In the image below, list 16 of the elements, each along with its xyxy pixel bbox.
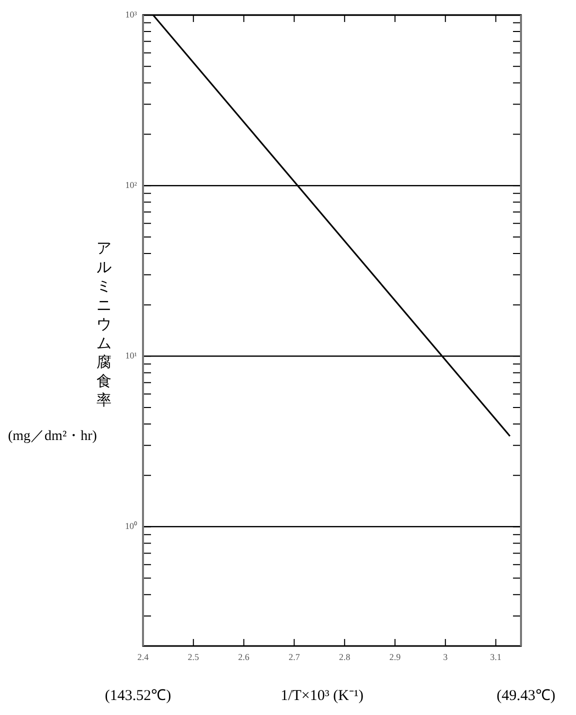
x-tick-label: 2.5 bbox=[188, 652, 200, 662]
y-tick-label: 10⁰ bbox=[125, 521, 137, 532]
x-tick-label: 2.7 bbox=[288, 652, 300, 662]
x-tick-label: 3.1 bbox=[490, 652, 502, 662]
x-tick-label: 2.8 bbox=[338, 652, 351, 662]
text: (49.43℃) bbox=[496, 688, 556, 704]
x-axis-title: 1/T×10³ (K⁻¹) bbox=[280, 688, 364, 704]
y-tick-label: 10³ bbox=[125, 9, 138, 20]
y-tick-label: 10² bbox=[125, 180, 138, 190]
x-tick-label: 2.9 bbox=[389, 652, 402, 662]
text: アルミニウム腐食率(mg／dm²・hr) bbox=[8, 241, 112, 444]
x-tick-label: 3 bbox=[443, 652, 448, 662]
x-tick-label: 2.6 bbox=[238, 652, 250, 662]
x-tick-label: 2.4 bbox=[137, 652, 150, 662]
y-tick-label: 10¹ bbox=[125, 350, 138, 361]
text: (143.52℃) bbox=[104, 688, 172, 704]
